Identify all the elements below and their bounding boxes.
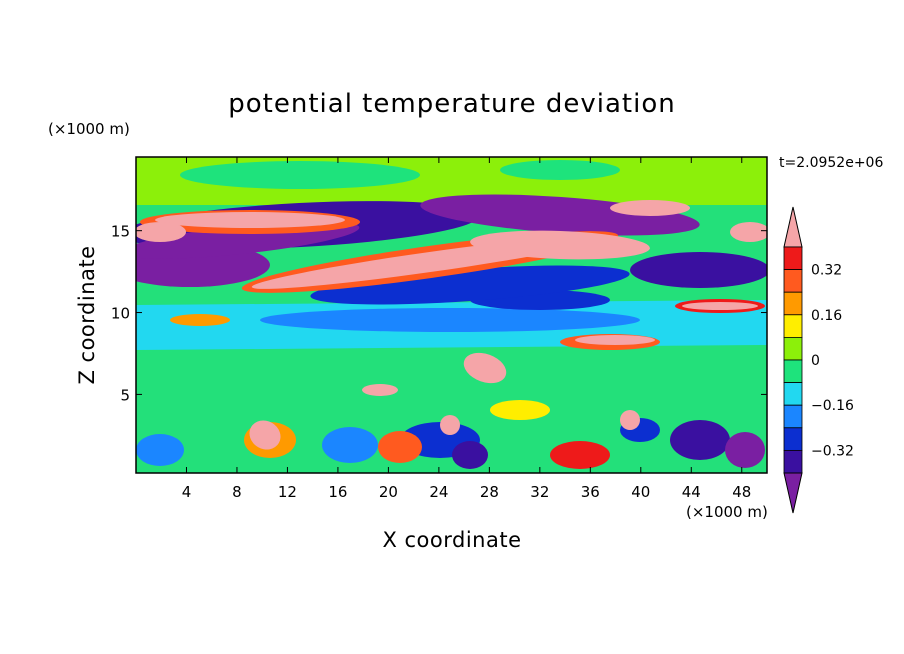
x-tick-label: 8 bbox=[232, 483, 242, 501]
x-tick-label: 12 bbox=[278, 483, 297, 501]
contour-patch bbox=[378, 431, 422, 463]
contour-patch bbox=[682, 302, 758, 310]
x-tick-label: 24 bbox=[429, 483, 448, 501]
colorbar-box bbox=[783, 427, 803, 451]
colorbar-box bbox=[783, 314, 803, 338]
contour-patch bbox=[170, 314, 230, 326]
x-tick-label: 40 bbox=[631, 483, 650, 501]
y-axis-unit: (×1000 m) bbox=[48, 120, 130, 138]
contour-patch bbox=[550, 441, 610, 469]
x-tick-label: 44 bbox=[682, 483, 701, 501]
contour-patch bbox=[500, 160, 620, 180]
colorbar-box bbox=[783, 246, 803, 271]
colorbar-box bbox=[783, 269, 803, 293]
x-tick-label: 48 bbox=[732, 483, 751, 501]
contour-patch bbox=[136, 434, 184, 466]
contour-patch bbox=[180, 161, 420, 189]
contour-patch bbox=[610, 200, 690, 216]
chart-title: potential temperature deviation bbox=[228, 89, 675, 119]
colorbar-box bbox=[783, 359, 803, 384]
contour-patch bbox=[670, 420, 730, 460]
x-tick-label: 28 bbox=[480, 483, 499, 501]
x-tick-label: 4 bbox=[182, 483, 192, 501]
x-axis-label: X coordinate bbox=[382, 528, 521, 552]
colorbar-box bbox=[783, 291, 803, 316]
contour-patch bbox=[440, 415, 460, 435]
contour-patch bbox=[310, 265, 630, 305]
colorbar-extend-min bbox=[783, 472, 803, 514]
x-axis: 4 8 12 16 20 24 28 32 36 40 44 48 bbox=[182, 157, 751, 501]
colorbar-box bbox=[783, 449, 803, 474]
colorbar-tick-label: 0.32 bbox=[811, 263, 842, 279]
x-tick-label: 16 bbox=[328, 483, 347, 501]
y-tick-label: 10 bbox=[111, 305, 130, 323]
contour-patch bbox=[362, 384, 398, 396]
plot-frame bbox=[135, 156, 768, 474]
contour-patch bbox=[470, 230, 650, 260]
colorbar-box bbox=[783, 404, 803, 429]
colorbar-tick-label: −0.32 bbox=[811, 443, 854, 459]
contour-patch bbox=[322, 427, 378, 463]
plot-area bbox=[135, 156, 768, 474]
y-axis-label: Z coordinate bbox=[75, 245, 99, 384]
x-tick-label: 36 bbox=[581, 483, 600, 501]
x-axis-unit: (×1000 m) bbox=[686, 503, 768, 521]
contour-patch bbox=[136, 222, 186, 242]
time-label: t=2.0952e+06 bbox=[779, 155, 883, 171]
contour-patch bbox=[463, 352, 507, 384]
contour-patch bbox=[725, 432, 765, 468]
heatmap-field bbox=[136, 157, 767, 469]
contour-patch bbox=[730, 222, 767, 242]
colorbar-box bbox=[783, 382, 803, 406]
colorbar-tick-label: 0.16 bbox=[811, 308, 842, 324]
contour-patch bbox=[620, 410, 640, 430]
colorbar-tick-label: −0.16 bbox=[811, 398, 854, 414]
contour-patch bbox=[452, 441, 488, 469]
contour-patch bbox=[630, 252, 767, 288]
colorbar: 0.32 0.16 0 −0.16 −0.32 bbox=[783, 206, 854, 514]
contour-patch bbox=[575, 335, 655, 345]
colorbar-box bbox=[783, 336, 803, 361]
y-axis: 5 10 15 bbox=[111, 223, 767, 404]
contour-patch bbox=[490, 400, 550, 420]
contour-patch bbox=[155, 212, 345, 228]
colorbar-extend-max bbox=[783, 206, 803, 248]
y-tick-label: 15 bbox=[111, 223, 130, 241]
contour-patch bbox=[249, 420, 281, 450]
x-tick-label: 32 bbox=[530, 483, 549, 501]
colorbar-tick-label: 0 bbox=[811, 353, 820, 369]
y-tick-label: 5 bbox=[120, 386, 130, 404]
x-tick-label: 20 bbox=[379, 483, 398, 501]
contour-patch bbox=[260, 308, 640, 332]
